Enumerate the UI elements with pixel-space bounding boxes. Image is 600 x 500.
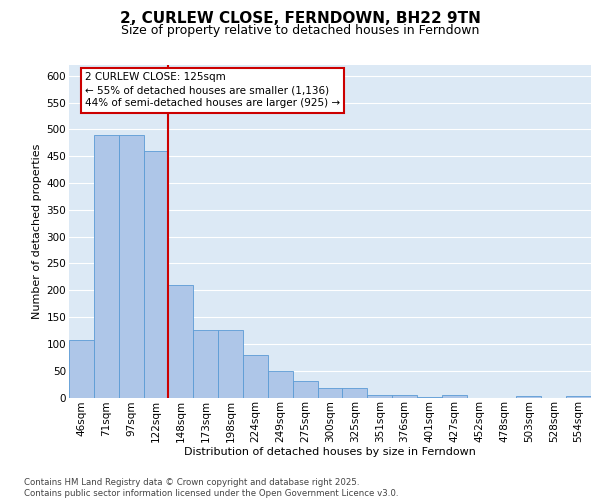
Bar xyxy=(119,134,143,398)
Bar xyxy=(293,382,317,398)
Bar xyxy=(243,354,268,398)
X-axis label: Distribution of detached houses by size in Ferndown: Distribution of detached houses by size … xyxy=(184,446,476,456)
Bar xyxy=(169,285,193,398)
Bar xyxy=(317,388,343,398)
Bar xyxy=(417,397,442,398)
Y-axis label: Number of detached properties: Number of detached properties xyxy=(32,144,43,319)
Bar xyxy=(193,330,218,398)
Bar xyxy=(94,134,119,398)
Bar xyxy=(218,330,243,398)
Text: 2, CURLEW CLOSE, FERNDOWN, BH22 9TN: 2, CURLEW CLOSE, FERNDOWN, BH22 9TN xyxy=(119,11,481,26)
Bar xyxy=(268,370,293,398)
Bar xyxy=(392,395,417,398)
Bar xyxy=(442,395,467,398)
Bar xyxy=(566,396,591,398)
Bar xyxy=(69,340,94,398)
Bar xyxy=(517,396,541,398)
Bar xyxy=(143,151,169,398)
Text: Size of property relative to detached houses in Ferndown: Size of property relative to detached ho… xyxy=(121,24,479,37)
Text: Contains HM Land Registry data © Crown copyright and database right 2025.
Contai: Contains HM Land Registry data © Crown c… xyxy=(24,478,398,498)
Bar xyxy=(367,395,392,398)
Bar xyxy=(343,388,367,398)
Text: 2 CURLEW CLOSE: 125sqm
← 55% of detached houses are smaller (1,136)
44% of semi-: 2 CURLEW CLOSE: 125sqm ← 55% of detached… xyxy=(85,72,340,108)
